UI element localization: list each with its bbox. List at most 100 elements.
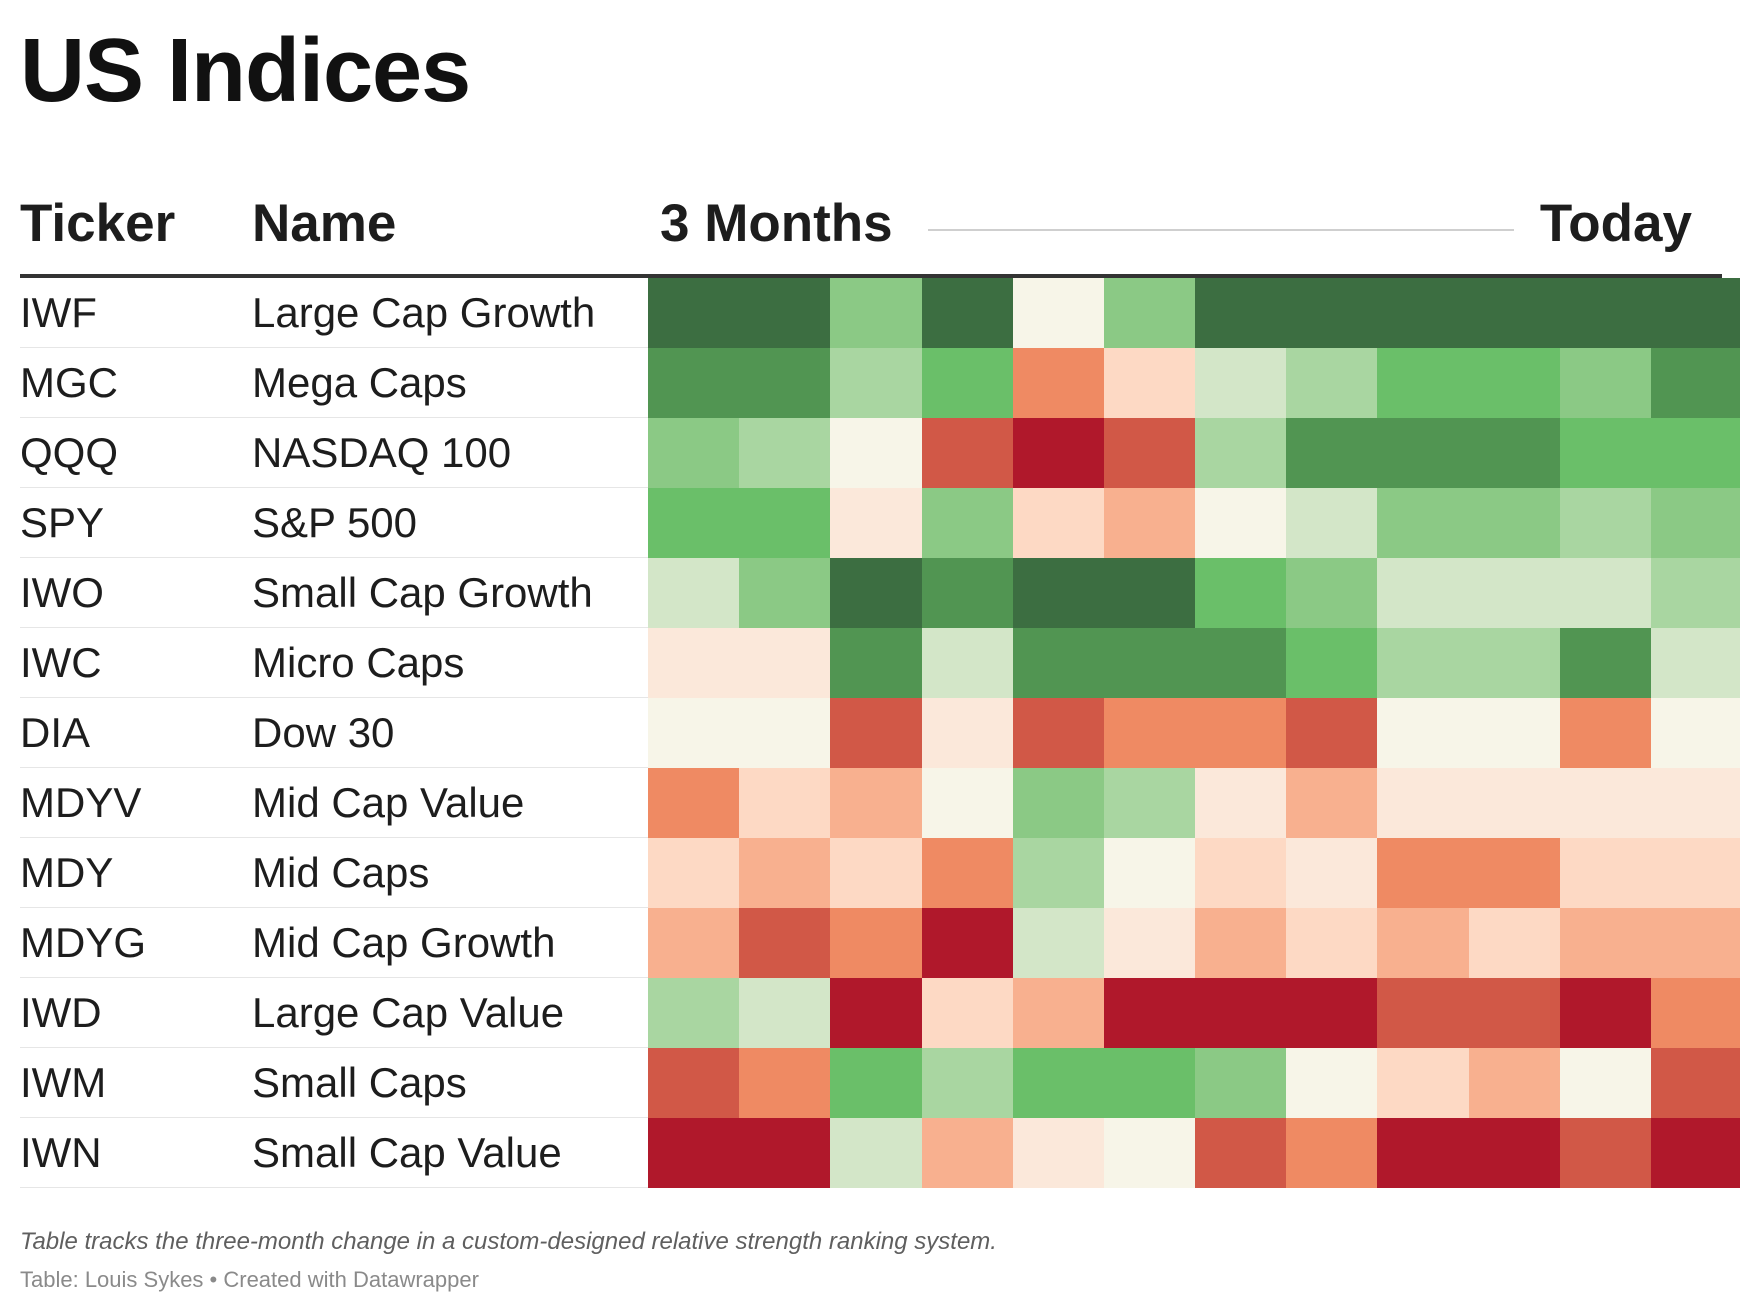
heatmap-cell	[1195, 838, 1286, 908]
heatmap-cell	[1377, 628, 1469, 698]
ticker-cell: MDY	[20, 849, 114, 896]
heatmap-strip	[648, 488, 1740, 558]
table-row: DIA Dow 30	[20, 698, 1740, 768]
heatmap-cell	[1469, 908, 1560, 978]
heatmap-cell	[1013, 418, 1104, 488]
heatmap-cell	[1104, 1048, 1195, 1118]
heatmap-cell	[1104, 698, 1195, 768]
heatmap-cell	[648, 348, 739, 418]
heatmap-cell	[1013, 628, 1104, 698]
heatmap-cell	[1377, 488, 1469, 558]
column-header-start: 3 Months	[660, 194, 893, 253]
heatmap-cell	[1469, 838, 1560, 908]
heatmap-cell	[1104, 558, 1195, 628]
ticker-cell: MDYG	[20, 919, 146, 966]
heatmap-cell	[922, 768, 1013, 838]
heatmap-cell	[1560, 698, 1651, 768]
heatmap-cell	[1377, 558, 1469, 628]
heatmap-cell	[830, 768, 922, 838]
heatmap-cell	[830, 488, 922, 558]
heatmap-cell	[739, 1048, 830, 1118]
heatmap-cell	[922, 628, 1013, 698]
heatmap-cell	[1104, 278, 1195, 348]
heatmap-cell	[1651, 418, 1740, 488]
table-row: QQQ NASDAQ 100	[20, 418, 1740, 488]
heatmap-cell	[922, 908, 1013, 978]
heatmap-cell	[1013, 1118, 1104, 1188]
table-row: MDY Mid Caps	[20, 838, 1740, 908]
heatmap-cell	[1013, 558, 1104, 628]
heatmap-cell	[739, 418, 830, 488]
heatmap-cell	[739, 348, 830, 418]
heatmap-cell	[739, 1118, 830, 1188]
heatmap-cell	[1195, 278, 1286, 348]
heatmap-cell	[1286, 628, 1377, 698]
heatmap-cell	[1286, 698, 1377, 768]
heatmap-cell	[830, 628, 922, 698]
heatmap-cell	[1013, 278, 1104, 348]
heatmap-cell	[1377, 978, 1469, 1048]
table-row: MGC Mega Caps	[20, 348, 1740, 418]
heatmap-strip	[648, 558, 1740, 628]
name-cell: Large Cap Growth	[252, 289, 596, 336]
heatmap-cell	[739, 838, 830, 908]
heatmap-cell	[1651, 1048, 1740, 1118]
heatmap-cell	[1377, 908, 1469, 978]
heatmap-cell	[1469, 628, 1560, 698]
heatmap-cell	[1377, 698, 1469, 768]
heatmap-cell	[830, 908, 922, 978]
heatmap-cell	[1469, 418, 1560, 488]
heatmap-cell	[1104, 628, 1195, 698]
heatmap-cell	[1195, 348, 1286, 418]
heatmap-cell	[739, 698, 830, 768]
heatmap-cell	[1651, 768, 1740, 838]
heatmap-cell	[1013, 908, 1104, 978]
heatmap-cell	[1469, 348, 1560, 418]
ticker-cell: IWC	[20, 639, 102, 686]
heatmap-strip	[648, 1118, 1740, 1188]
table-row: IWD Large Cap Value	[20, 978, 1740, 1048]
heatmap-cell	[922, 698, 1013, 768]
heatmap-cell	[922, 558, 1013, 628]
heatmap-cell	[1286, 418, 1377, 488]
heatmap-cell	[1286, 978, 1377, 1048]
heatmap-cell	[1013, 838, 1104, 908]
heatmap-cell	[1104, 838, 1195, 908]
table-row: IWO Small Cap Growth	[20, 558, 1740, 628]
heatmap-cell	[739, 768, 830, 838]
ticker-cell: IWO	[20, 569, 104, 616]
heatmap-cell	[1104, 908, 1195, 978]
heatmap-cell	[830, 348, 922, 418]
heatmap-cell	[1651, 278, 1740, 348]
table-row: IWM Small Caps	[20, 1048, 1740, 1118]
heatmap-cell	[1469, 1118, 1560, 1188]
ticker-cell: IWM	[20, 1059, 107, 1106]
heatmap-cell	[1560, 1048, 1651, 1118]
heatmap-cell	[1469, 698, 1560, 768]
heatmap-cell	[1013, 978, 1104, 1048]
heatmap-cell	[922, 488, 1013, 558]
heatmap-cell	[1560, 278, 1651, 348]
heatmap-cell	[830, 838, 922, 908]
heatmap-cell	[1195, 698, 1286, 768]
name-cell: Large Cap Value	[252, 989, 565, 1036]
heatmap-cell	[648, 488, 739, 558]
ticker-cell: MGC	[20, 359, 118, 406]
heatmap-strip	[648, 908, 1740, 978]
heatmap-cell	[1195, 628, 1286, 698]
heatmap-cell	[1377, 348, 1469, 418]
heatmap-cell	[1560, 838, 1651, 908]
heatmap-strip	[648, 698, 1740, 768]
heatmap-cell	[1377, 768, 1469, 838]
heatmap-cell	[922, 838, 1013, 908]
heatmap-cell	[1651, 978, 1740, 1048]
heatmap-strip	[648, 418, 1740, 488]
heatmap-cell	[1469, 278, 1560, 348]
heatmap-cell	[922, 278, 1013, 348]
heatmap-cell	[1286, 348, 1377, 418]
heatmap-cell	[1195, 978, 1286, 1048]
heatmap-cell	[648, 768, 739, 838]
heatmap-cell	[1377, 1048, 1469, 1118]
heatmap-cell	[1104, 418, 1195, 488]
header-rule	[20, 274, 1722, 278]
